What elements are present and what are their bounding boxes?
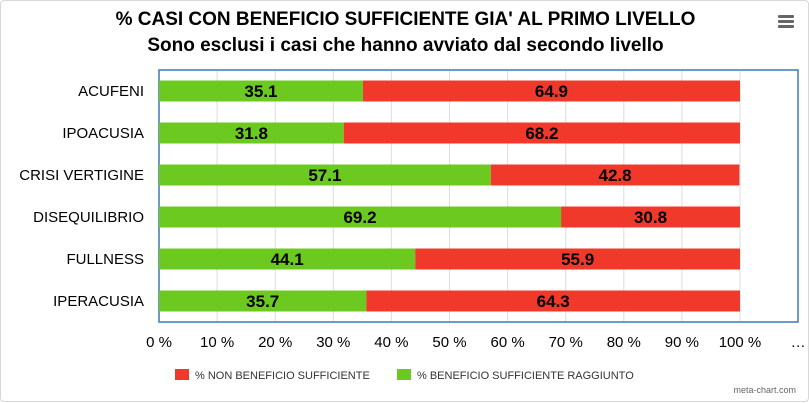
- x-tick-label: …: [791, 334, 806, 351]
- data-label: 35.1: [244, 82, 277, 101]
- category-label: ACUFENI: [78, 83, 144, 100]
- x-tick-label: 50 %: [432, 334, 466, 351]
- x-tick-label: 60 %: [490, 334, 524, 351]
- x-tick-label: 100 %: [719, 334, 762, 351]
- data-label: 35.7: [246, 292, 279, 311]
- chart-title: % CASI CON BENEFICIO SUFFICIENTE GIA' AL…: [115, 9, 696, 30]
- legend-item[interactable]: % BENEFICIO SUFFICIENTE RAGGIUNTO: [397, 369, 634, 382]
- bar-segment[interactable]: [159, 290, 367, 312]
- data-label: 31.8: [235, 124, 268, 143]
- x-tick-label: 90 %: [665, 334, 699, 351]
- data-label: 64.9: [535, 82, 568, 101]
- data-label: 64.3: [537, 292, 570, 311]
- bar-segment[interactable]: [490, 164, 740, 186]
- bar-segment[interactable]: [159, 80, 363, 102]
- bar-segment[interactable]: [366, 290, 740, 312]
- category-label: DISEQUILIBRIO: [33, 209, 144, 226]
- credit-text: meta-chart.com: [733, 385, 796, 395]
- legend-label: % BENEFICIO SUFFICIENTE RAGGIUNTO: [417, 370, 634, 382]
- x-tick-label: 80 %: [607, 334, 641, 351]
- legend-swatch: [397, 369, 411, 380]
- bar-segment[interactable]: [159, 206, 562, 228]
- x-tick-label: 40 %: [374, 334, 408, 351]
- data-label: 30.8: [634, 208, 667, 227]
- bar-segment[interactable]: [343, 122, 740, 144]
- data-label: 69.2: [343, 208, 376, 227]
- category-label: FULLNESS: [66, 251, 144, 268]
- category-label: IPOACUSIA: [62, 125, 144, 142]
- x-tick-label: 30 %: [316, 334, 350, 351]
- category-label: CRISI VERTIGINE: [19, 167, 144, 184]
- x-tick-label: 20 %: [258, 334, 292, 351]
- legend-item[interactable]: % NON BENEFICIO SUFFICIENTE: [175, 369, 370, 382]
- x-tick-label: 70 %: [549, 334, 583, 351]
- hamburger-menu-icon[interactable]: [778, 15, 794, 29]
- bar-segment[interactable]: [415, 248, 740, 270]
- chart-subtitle: Sono esclusi i casi che hanno avviato da…: [147, 35, 664, 56]
- data-label: 57.1: [308, 166, 341, 185]
- data-label: 42.8: [599, 166, 632, 185]
- x-tick-label: 10 %: [200, 334, 234, 351]
- plot-area-border: [158, 69, 799, 323]
- legend-label: % NON BENEFICIO SUFFICIENTE: [195, 370, 370, 382]
- bar-segment[interactable]: [561, 206, 740, 228]
- bar-segment[interactable]: [159, 122, 344, 144]
- bar-segment[interactable]: [159, 248, 416, 270]
- legend-swatch: [175, 369, 189, 380]
- data-label: 68.2: [525, 124, 558, 143]
- x-tick-label: 0 %: [146, 334, 172, 351]
- bar-segment[interactable]: [159, 164, 491, 186]
- category-label: IPERACUSIA: [53, 293, 144, 310]
- bar-segment[interactable]: [362, 80, 740, 102]
- data-label: 44.1: [271, 250, 304, 269]
- data-label: 55.9: [561, 250, 594, 269]
